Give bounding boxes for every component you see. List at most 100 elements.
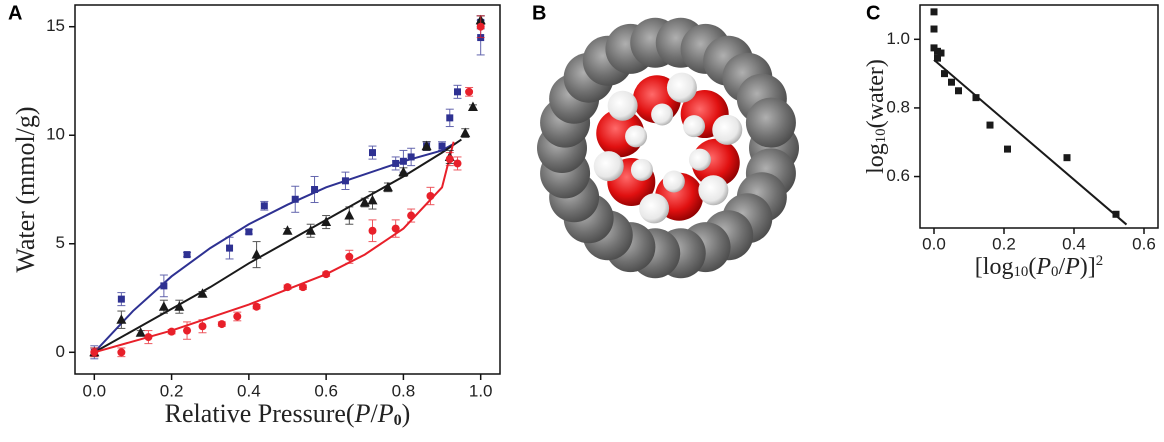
x-tick-label: 0.6	[314, 381, 338, 400]
marker	[174, 301, 185, 311]
y-tick-label: 0.6	[886, 166, 910, 185]
y-tick-label: 0	[56, 342, 65, 361]
marker	[368, 226, 377, 235]
marker	[158, 301, 169, 311]
marker	[345, 252, 354, 261]
label-part: Relative Pressure(	[165, 399, 355, 428]
label-part: P	[1064, 254, 1080, 280]
marker	[407, 211, 416, 220]
x-axis-label: [log10(P0/P)]2	[975, 253, 1103, 280]
label-part: 0	[394, 412, 402, 429]
x-tick-label: 1.0	[469, 381, 493, 400]
marker	[252, 302, 261, 311]
marker	[298, 283, 307, 292]
marker	[283, 283, 292, 292]
fit-line	[93, 143, 455, 353]
hydrogen-sphere	[712, 114, 743, 145]
x-tick-label: 0.2	[992, 234, 1016, 253]
hydrogen-sphere	[666, 72, 697, 103]
marker	[341, 177, 349, 185]
label-part: /	[1058, 254, 1065, 280]
marker	[233, 312, 242, 321]
marker	[467, 101, 478, 112]
marker	[260, 202, 268, 210]
marker	[454, 88, 461, 96]
marker	[972, 94, 980, 102]
hydrogen-sphere	[639, 193, 670, 224]
label-part: 10	[873, 128, 889, 143]
marker	[391, 224, 400, 233]
marker	[930, 25, 938, 33]
label-part: P	[354, 399, 371, 428]
plot-frame	[74, 4, 501, 375]
marker	[160, 282, 168, 290]
marker	[445, 155, 454, 164]
marker	[226, 244, 234, 252]
hydrogen-sphere	[662, 170, 685, 193]
marker	[398, 166, 409, 177]
marker	[359, 197, 370, 207]
panel-label: C	[866, 2, 880, 24]
marker	[245, 228, 253, 236]
marker	[369, 149, 376, 157]
hydrogen-sphere	[607, 90, 638, 121]
carbon-sphere	[745, 97, 796, 148]
marker	[446, 114, 454, 122]
x-tick-label: 0.4	[1062, 234, 1086, 253]
marker	[116, 314, 127, 324]
marker	[117, 348, 126, 357]
marker	[426, 192, 435, 201]
x-tick-label: 0.4	[237, 381, 261, 400]
fit-line	[94, 141, 455, 354]
marker	[344, 210, 355, 220]
y-axis-label: log10(water)	[863, 59, 889, 174]
hydrogen-sphere	[688, 148, 711, 171]
hydrogen-sphere	[630, 158, 653, 181]
marker	[311, 186, 319, 193]
marker	[948, 78, 955, 86]
marker	[198, 322, 207, 331]
x-tick-label: 0.0	[82, 381, 106, 400]
marker	[453, 159, 462, 168]
label-part: (water)	[863, 59, 889, 128]
marker	[934, 54, 941, 62]
label-part: 0	[1051, 264, 1058, 280]
label-part: [log	[975, 254, 1014, 280]
x-tick-label: 0.2	[160, 381, 184, 400]
marker	[183, 251, 191, 259]
y-tick-label: 15	[46, 16, 65, 35]
molecule-image	[537, 17, 799, 279]
marker	[421, 140, 432, 151]
marker	[305, 225, 316, 235]
y-tick-label: 0.8	[886, 97, 910, 116]
marker	[930, 8, 938, 16]
hydrogen-sphere	[593, 151, 624, 182]
marker	[1112, 210, 1120, 218]
marker	[1063, 154, 1071, 162]
marker	[937, 49, 945, 57]
marker	[90, 348, 99, 357]
marker	[465, 87, 474, 96]
marker	[986, 121, 994, 129]
marker	[167, 327, 176, 336]
marker	[117, 295, 125, 303]
label-part: /	[370, 399, 378, 428]
panel-label: A	[8, 2, 22, 24]
label-part: (	[1028, 254, 1036, 280]
panel-label: B	[532, 2, 546, 24]
marker	[407, 153, 415, 161]
marker	[941, 70, 948, 78]
hydrogen-sphere	[683, 115, 706, 138]
marker	[251, 249, 262, 259]
marker	[460, 127, 471, 138]
hydrogen-sphere	[698, 175, 729, 206]
marker	[197, 288, 208, 298]
fit-line	[933, 59, 1128, 226]
label-part: 10	[1013, 264, 1028, 280]
y-tick-label: 5	[56, 233, 65, 252]
label-part: 2	[1096, 253, 1103, 269]
pore	[646, 126, 690, 170]
fit-line	[93, 138, 462, 354]
x-tick-label: 0.0	[922, 234, 946, 253]
